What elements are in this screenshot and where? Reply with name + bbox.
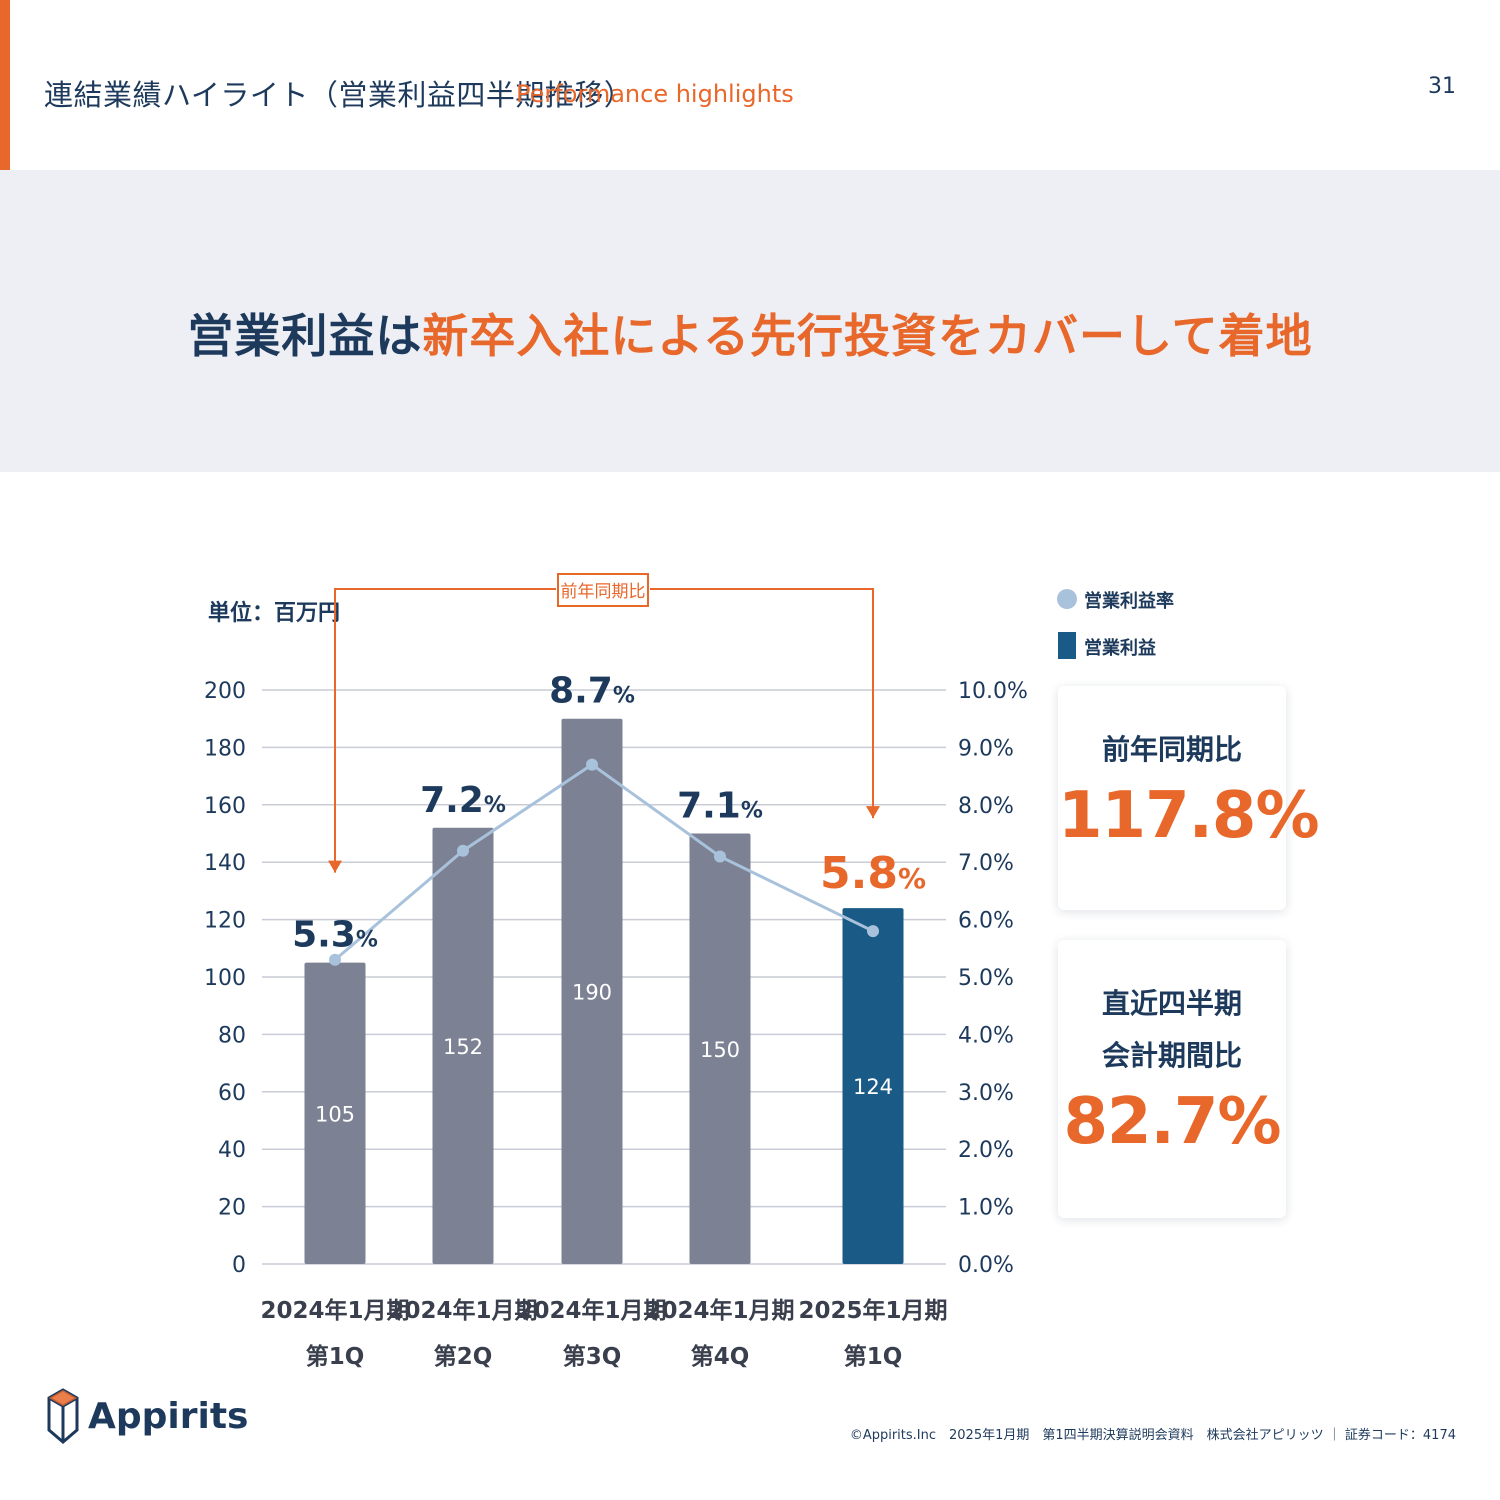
y-right-tick-label: 8.0% xyxy=(958,794,1014,819)
y-right-tick-label: 5.0% xyxy=(958,966,1014,991)
y-left-tick-label: 120 xyxy=(204,909,246,934)
annotation-arrowhead-right xyxy=(866,806,880,819)
bar-value-label: 152 xyxy=(443,1035,483,1059)
margin-value-label: 5.8% xyxy=(820,848,926,899)
company-logo: Appirits xyxy=(46,1384,248,1448)
margin-value-label: 7.2% xyxy=(420,780,506,821)
bar xyxy=(304,962,366,1264)
annotation-label: 前年同期比 xyxy=(561,582,646,602)
y-left-tick-label: 0 xyxy=(232,1253,246,1278)
bar-value-label: 124 xyxy=(853,1075,893,1099)
annotation-arrowhead-left xyxy=(328,860,342,873)
margin-point xyxy=(586,758,598,771)
bar-value-label: 190 xyxy=(572,980,612,1004)
bar-value-label: 150 xyxy=(700,1038,740,1062)
annotation-bracket-right xyxy=(650,588,874,819)
logo-text: Appirits xyxy=(88,1395,249,1437)
y-right-tick-label: 3.0% xyxy=(958,1081,1014,1106)
headline-part1: 営業利益は xyxy=(187,309,423,363)
y-left-tick-label: 180 xyxy=(204,736,246,761)
y-left-tick-label: 200 xyxy=(204,679,246,704)
margin-point xyxy=(457,844,469,857)
legend-bar-marker xyxy=(1058,632,1076,659)
yoy-card-label: 前年同期比 xyxy=(1101,733,1242,766)
page-subtitle: Performance highlights xyxy=(516,80,794,108)
qoq-card-label-line1: 直近四半期 xyxy=(1101,987,1242,1020)
margin-value-label: 7.1% xyxy=(677,786,763,827)
qoq-card-value: 82.7% xyxy=(1063,1085,1281,1159)
y-right-tick-label: 0.0% xyxy=(958,1253,1014,1278)
y-right-tick-label: 7.0% xyxy=(958,851,1014,876)
bar xyxy=(842,908,904,1264)
y-left-tick-label: 60 xyxy=(218,1081,246,1106)
x-category-label: 2024年1月期 xyxy=(388,1297,537,1324)
headline-part2: 新卒入社による先行投資をカバーして着地 xyxy=(422,309,1313,363)
y-left-tick-label: 80 xyxy=(218,1023,246,1048)
margin-point xyxy=(867,925,879,938)
margin-point xyxy=(329,953,341,966)
bar-value-label: 105 xyxy=(315,1102,355,1126)
page-number: 31 xyxy=(1428,74,1456,99)
x-category-sublabel: 第4Q xyxy=(691,1343,750,1370)
bar xyxy=(561,718,623,1264)
x-category-label: 2024年1月期 xyxy=(517,1297,666,1324)
y-left-tick-label: 160 xyxy=(204,794,246,819)
y-left-tick-label: 20 xyxy=(218,1196,246,1221)
y-right-tick-label: 4.0% xyxy=(958,1023,1014,1048)
header-accent-bar xyxy=(0,0,10,170)
legend-bar-label: 営業利益 xyxy=(1084,637,1156,659)
legend-line-marker xyxy=(1057,589,1077,609)
y-left-tick-label: 140 xyxy=(204,851,246,876)
margin-point xyxy=(714,850,726,863)
annotation-bracket-left xyxy=(334,588,556,873)
yoy-card-value: 117.8% xyxy=(1058,779,1320,853)
footer-text: ©Appirits.Inc 2025年1月期 第1四半期決算説明会資料 株式会社… xyxy=(849,1428,1456,1443)
y-left-tick-label: 40 xyxy=(218,1138,246,1163)
bar xyxy=(689,833,751,1264)
bar xyxy=(432,827,494,1264)
qoq-card-label-line2: 会計期間比 xyxy=(1101,1039,1242,1072)
y-right-tick-label: 9.0% xyxy=(958,736,1014,761)
y-right-tick-label: 10.0% xyxy=(958,679,1028,704)
x-category-sublabel: 第1Q xyxy=(306,1343,365,1370)
legend-line-label: 営業利益率 xyxy=(1084,590,1174,612)
x-category-sublabel: 第2Q xyxy=(434,1343,493,1370)
x-category-label: 2025年1月期 xyxy=(798,1297,947,1324)
y-right-tick-label: 1.0% xyxy=(958,1196,1014,1221)
x-category-label: 2024年1月期 xyxy=(645,1297,794,1324)
yoy-card: 前年同期比 117.8% xyxy=(1058,686,1320,910)
y-right-tick-label: 2.0% xyxy=(958,1138,1014,1163)
headline-band xyxy=(0,170,1500,472)
page-title: 連結業績ハイライト（営業利益四半期推移） xyxy=(44,78,634,112)
x-category-sublabel: 第1Q xyxy=(844,1343,903,1370)
qoq-card: 直近四半期 会計期間比 82.7% xyxy=(1058,940,1286,1218)
margin-value-label: 8.7% xyxy=(549,671,635,712)
margin-value-label: 5.3% xyxy=(292,915,378,956)
annotation-label-box xyxy=(557,573,649,607)
x-category-sublabel: 第3Q xyxy=(563,1343,622,1370)
y-left-tick-label: 100 xyxy=(204,966,246,991)
unit-label: 単位：百万円 xyxy=(208,600,340,626)
headline: 営業利益は新卒入社による先行投資をカバーして着地 xyxy=(0,300,1500,366)
appirits-cube-icon xyxy=(47,1388,79,1444)
y-right-tick-label: 6.0% xyxy=(958,909,1014,934)
x-category-label: 2024年1月期 xyxy=(260,1297,409,1324)
